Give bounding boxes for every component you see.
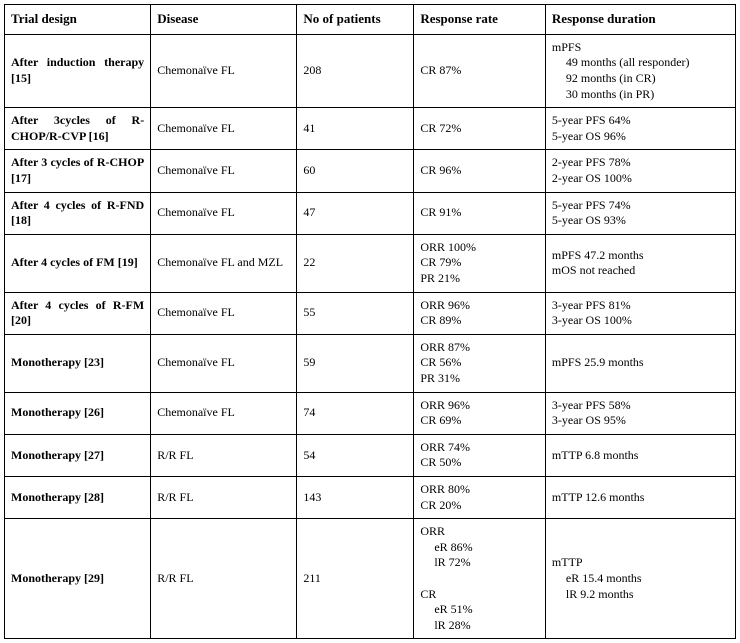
table-row: Monotherapy [28]R/R FL143ORR 80% CR 20%m…: [5, 476, 736, 518]
table-row: After 4 cycles of R-FM [20]Chemonaïve FL…: [5, 292, 736, 334]
table-row: Monotherapy [29]R/R FL211ORReR 86%lR 72%…: [5, 519, 736, 639]
cell-response-duration: 3-year PFS 58% 3-year OS 95%: [545, 392, 735, 434]
table-row: After 4 cycles of FM [19]Chemonaïve FL a…: [5, 234, 736, 292]
cell-trial-design: Monotherapy [26]: [5, 392, 151, 434]
response-group-line: lR 28%: [420, 618, 539, 634]
cell-trial-design: Monotherapy [23]: [5, 334, 151, 392]
header-response-duration: Response duration: [545, 5, 735, 35]
cell-patients: 22: [297, 234, 414, 292]
table-row: After induction therapy [15]Chemonaïve F…: [5, 34, 736, 107]
cell-response-duration: mPFS 25.9 months: [545, 334, 735, 392]
cell-response-rate: CR 96%: [414, 150, 546, 192]
response-group-line: lR 72%: [420, 555, 539, 571]
cell-disease: Chemonaïve FL: [151, 392, 297, 434]
cell-trial-design: Monotherapy [27]: [5, 434, 151, 476]
cell-patients: 143: [297, 476, 414, 518]
cell-patients: 59: [297, 334, 414, 392]
response-group-line: eR 51%: [420, 602, 539, 618]
cell-response-rate: CR 72%: [414, 108, 546, 150]
cell-response-duration: 2-year PFS 78% 2-year OS 100%: [545, 150, 735, 192]
cell-response-duration: mTTPeR 15.4 monthslR 9.2 months: [545, 519, 735, 639]
cell-trial-design: After induction therapy [15]: [5, 34, 151, 107]
cell-disease: Chemonaïve FL: [151, 108, 297, 150]
spacer: [420, 571, 539, 587]
header-no-patients: No of patients: [297, 5, 414, 35]
header-disease: Disease: [151, 5, 297, 35]
cell-trial-design: After 3 cycles of R-CHOP [17]: [5, 150, 151, 192]
header-trial-design: Trial design: [5, 5, 151, 35]
cell-trial-design: After 3cycles of R-CHOP/R-CVP [16]: [5, 108, 151, 150]
cell-response-duration: 5-year PFS 64% 5-year OS 96%: [545, 108, 735, 150]
cell-response-duration: mTTP 6.8 months: [545, 434, 735, 476]
response-group-line: eR 86%: [420, 540, 539, 556]
response-group-label: CR: [420, 587, 539, 603]
cell-response-duration: mPFS49 months (all responder)92 months (…: [545, 34, 735, 107]
duration-line: 49 months (all responder): [552, 55, 729, 71]
cell-disease: Chemonaïve FL: [151, 150, 297, 192]
cell-disease: Chemonaïve FL: [151, 192, 297, 234]
cell-trial-design: Monotherapy [29]: [5, 519, 151, 639]
cell-trial-design: After 4 cycles of R-FND [18]: [5, 192, 151, 234]
cell-patients: 211: [297, 519, 414, 639]
cell-patients: 60: [297, 150, 414, 192]
table-row: Monotherapy [23]Chemonaïve FL59ORR 87% C…: [5, 334, 736, 392]
cell-trial-design: After 4 cycles of FM [19]: [5, 234, 151, 292]
cell-trial-design: Monotherapy [28]: [5, 476, 151, 518]
cell-response-rate: ORReR 86%lR 72% CReR 51%lR 28%: [414, 519, 546, 639]
cell-disease: Chemonaïve FL: [151, 334, 297, 392]
duration-line: eR 15.4 months: [552, 571, 729, 587]
cell-disease: Chemonaïve FL and MZL: [151, 234, 297, 292]
table-row: After 4 cycles of R-FND [18]Chemonaïve F…: [5, 192, 736, 234]
cell-response-rate: ORR 80% CR 20%: [414, 476, 546, 518]
clinical-trials-table: Trial design Disease No of patients Resp…: [4, 4, 736, 639]
cell-response-duration: 3-year PFS 81% 3-year OS 100%: [545, 292, 735, 334]
cell-response-rate: CR 87%: [414, 34, 546, 107]
table-body: After induction therapy [15]Chemonaïve F…: [5, 34, 736, 638]
cell-patients: 208: [297, 34, 414, 107]
cell-trial-design: After 4 cycles of R-FM [20]: [5, 292, 151, 334]
duration-line: lR 9.2 months: [552, 587, 729, 603]
cell-response-duration: 5-year PFS 74% 5-year OS 93%: [545, 192, 735, 234]
header-response-rate: Response rate: [414, 5, 546, 35]
cell-disease: Chemonaïve FL: [151, 34, 297, 107]
duration-line: 92 months (in CR): [552, 71, 729, 87]
cell-disease: R/R FL: [151, 434, 297, 476]
cell-response-rate: ORR 100% CR 79% PR 21%: [414, 234, 546, 292]
table-row: Monotherapy [27]R/R FL54ORR 74% CR 50%mT…: [5, 434, 736, 476]
duration-header: mPFS: [552, 40, 729, 56]
table-header-row: Trial design Disease No of patients Resp…: [5, 5, 736, 35]
response-group-label: ORR: [420, 524, 539, 540]
cell-response-rate: ORR 74% CR 50%: [414, 434, 546, 476]
cell-disease: Chemonaïve FL: [151, 292, 297, 334]
cell-response-rate: ORR 96% CR 69%: [414, 392, 546, 434]
cell-response-rate: ORR 87% CR 56% PR 31%: [414, 334, 546, 392]
cell-patients: 47: [297, 192, 414, 234]
cell-patients: 74: [297, 392, 414, 434]
table-row: Monotherapy [26]Chemonaïve FL74ORR 96% C…: [5, 392, 736, 434]
duration-line: 30 months (in PR): [552, 87, 729, 103]
cell-disease: R/R FL: [151, 476, 297, 518]
cell-patients: 41: [297, 108, 414, 150]
table-row: After 3 cycles of R-CHOP [17]Chemonaïve …: [5, 150, 736, 192]
cell-patients: 55: [297, 292, 414, 334]
cell-patients: 54: [297, 434, 414, 476]
cell-response-rate: ORR 96% CR 89%: [414, 292, 546, 334]
table-row: After 3cycles of R-CHOP/R-CVP [16]Chemon…: [5, 108, 736, 150]
cell-response-duration: mPFS 47.2 months mOS not reached: [545, 234, 735, 292]
duration-header: mTTP: [552, 555, 729, 571]
cell-disease: R/R FL: [151, 519, 297, 639]
cell-response-duration: mTTP 12.6 months: [545, 476, 735, 518]
cell-response-rate: CR 91%: [414, 192, 546, 234]
